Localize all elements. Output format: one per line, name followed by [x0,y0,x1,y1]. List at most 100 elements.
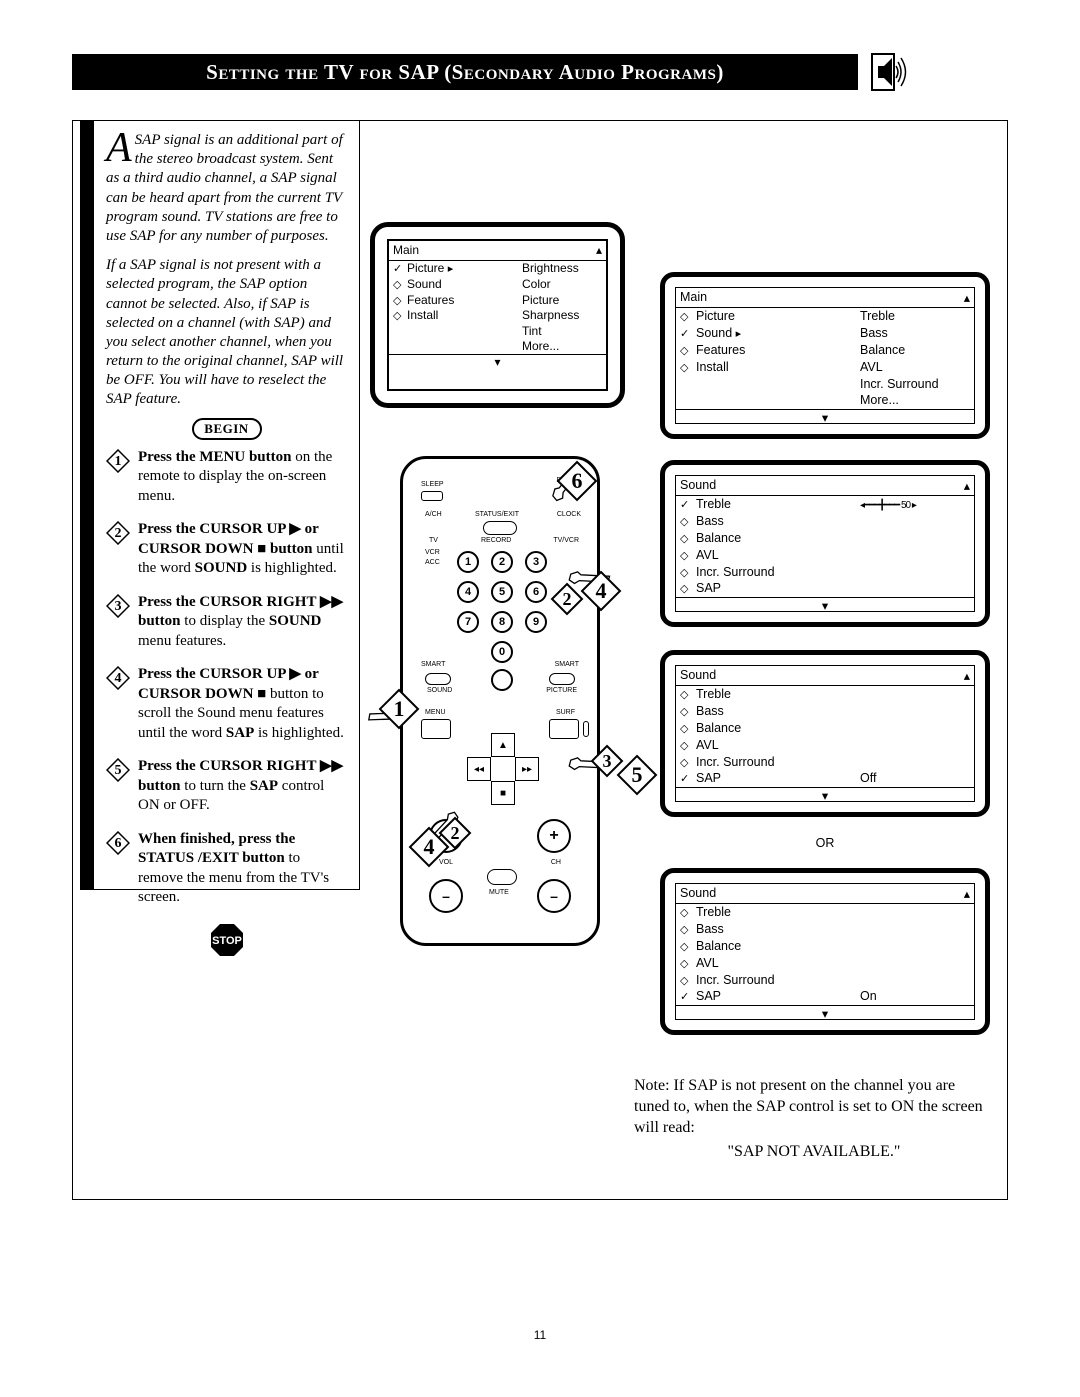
tv-screen: Main Picture BrightnessSoundColorFeature… [370,222,625,408]
smart-picture-button[interactable] [549,673,575,685]
numpad-2[interactable]: 2 [491,551,513,573]
menu-row: Balance [676,720,974,737]
step-number-icon: 4 [106,666,132,743]
ch-up-button[interactable]: + [537,819,571,853]
cursor-up-button[interactable]: ▲ [491,733,515,757]
menu-row: Bass [676,921,974,938]
intro-paragraph-2: If a SAP signal is not present with a se… [106,256,347,410]
step-number-icon: 6 [106,831,132,908]
menu-row: Incr. Surround [676,972,974,989]
numpad-0[interactable]: 0 [491,641,513,663]
menu-row: Balance [676,530,974,547]
screen-menu-main-sound: MainPictureTrebleSound BassFeaturesBalan… [660,272,990,439]
step-3: 3 Press the CURSOR RIGHT ▶▶ button to di… [106,593,347,652]
intro-paragraph: A SAP signal is an additional part of th… [106,131,347,246]
center-button[interactable] [491,669,513,691]
numpad-8[interactable]: 8 [491,611,513,633]
step-5: 5 Press the CURSOR RIGHT ▶▶ button to tu… [106,757,347,816]
sleep-button[interactable] [421,491,443,501]
step-6: 6 When finished, press the STATUS /EXIT … [106,830,347,908]
cursor-pad: ▲ ◂◂ ▸▸ ■ [473,739,533,799]
menu-row: More... [389,339,606,354]
page-title: Setting the TV for SAP (Secondary Audio … [206,60,724,85]
tv-menu: Main Picture BrightnessSoundColorFeature… [387,239,608,391]
stop-icon: STOP [209,922,245,958]
begin-badge: BEGIN [192,418,262,440]
tv-label: TV [429,537,438,544]
menu-row: AVL [676,547,974,564]
menu-row: SAP [676,580,974,597]
svg-text:STOP: STOP [212,935,242,947]
callout-6: 6 [556,460,598,502]
cursor-down-button[interactable]: ■ [491,781,515,805]
menu-row: More... [676,392,974,409]
ch-down-button[interactable]: – [537,879,571,913]
step-number-icon: 2 [106,521,132,579]
menu-row: Treble [676,686,974,703]
mute-label: MUTE [489,889,509,896]
menu-row: Bass [676,513,974,530]
svg-text:1: 1 [115,454,122,469]
mute-button[interactable] [487,869,517,885]
manual-page: Setting the TV for SAP (Secondary Audio … [0,0,1080,1397]
menu-row: Balance [676,938,974,955]
drop-cap: A [106,131,135,165]
status-button[interactable] [483,521,517,535]
menu-row: FeaturesPicture [389,293,606,309]
status-label: STATUS/EXIT [475,511,519,518]
record-label: RECORD [481,537,511,544]
numpad-9[interactable]: 9 [525,611,547,633]
callout-2: 2 [550,582,584,616]
ch-label: CH [551,859,561,866]
smart-r-label: SMART [555,661,579,668]
clock-label: CLOCK [557,511,581,518]
svg-text:5: 5 [115,763,122,778]
vol-down-button[interactable]: – [429,879,463,913]
callout-5: 5 [616,754,658,796]
sound-label: SOUND [427,687,452,694]
surf-button[interactable] [549,719,579,739]
menu-row: Treble [676,496,974,513]
numpad-4[interactable]: 4 [457,581,479,603]
menu-row: Incr. Surround [676,376,974,393]
step-number-icon: 5 [106,758,132,816]
menu-row: Treble [676,904,974,921]
numpad-7[interactable]: 7 [457,611,479,633]
pause-button[interactable] [583,721,589,737]
callout-4b: 4 [408,826,450,868]
menu-row: InstallAVL [676,359,974,376]
vcr-label: VCR [425,549,440,556]
surf-label: SURF [556,709,575,716]
step-1: 1 Press the MENU button on the remote to… [106,448,347,507]
numpad-6[interactable]: 6 [525,581,547,603]
numpad-5[interactable]: 5 [491,581,513,603]
numpad-3[interactable]: 3 [525,551,547,573]
menu-row: Sound Bass [676,325,974,342]
menu-row: Picture Brightness [389,261,606,277]
ach-label: A/CH [425,511,442,518]
menu-row: InstallSharpness [389,308,606,324]
smart-sound-button[interactable] [425,673,451,685]
step-2: 2 Press the CURSOR UP ▶ or CURSOR DOWN ■… [106,520,347,579]
cursor-right-button[interactable]: ▸▸ [515,757,539,781]
numpad-1[interactable]: 1 [457,551,479,573]
page-number: 11 [0,1328,1080,1342]
menu-label: MENU [425,709,446,716]
remote-illustration: SLEEP POWER A/CH STATUS/EXIT CLOCK TV RE… [400,456,600,946]
acc-label: ACC [425,559,440,566]
cursor-left-button[interactable]: ◂◂ [467,757,491,781]
svg-text:2: 2 [115,526,122,541]
svg-text:6: 6 [115,836,122,851]
menu-header: Main [393,243,419,258]
speaker-icon [870,52,910,92]
menu-button[interactable] [421,719,451,739]
picture-label: PICTURE [546,687,577,694]
menu-row: PictureTreble [676,308,974,325]
menu-row: Incr. Surround [676,754,974,771]
menu-row: SAPOn [676,988,974,1005]
step-number-icon: 3 [106,594,132,652]
tvvcr-label: TV/VCR [553,537,579,544]
instructions-panel: A SAP signal is an additional part of th… [80,120,360,890]
menu-row: FeaturesBalance [676,342,974,359]
note-line1: Note: If SAP is not present on the chann… [634,1077,983,1136]
